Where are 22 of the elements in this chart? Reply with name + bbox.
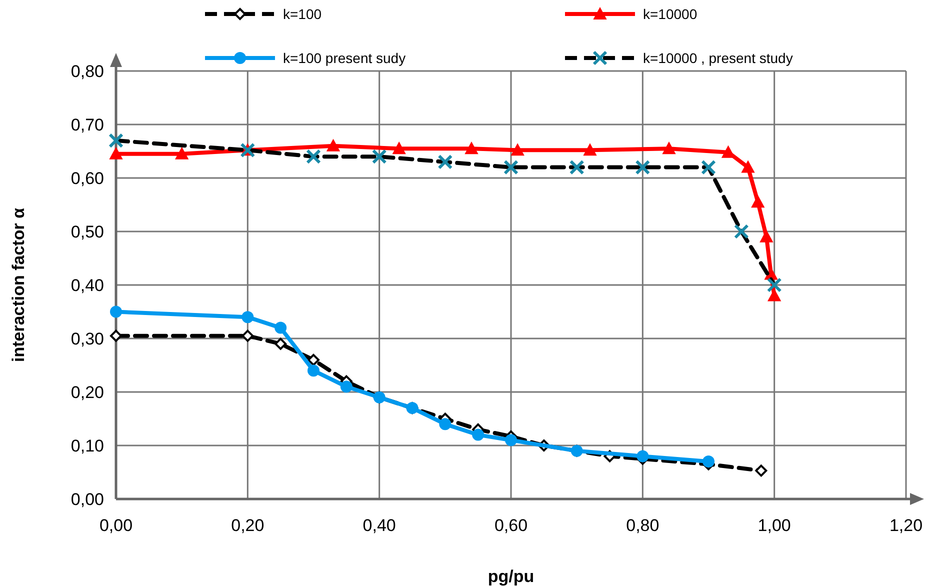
x-tick-label: 0,20 [231, 516, 264, 535]
legend-label: k=100 present sudy [283, 50, 406, 66]
legend-label: k=10000 [643, 6, 698, 22]
x-tick-label: 0,00 [99, 516, 133, 535]
y-tick-label: 0,10 [70, 436, 104, 456]
x-tick-label: 1,00 [758, 516, 791, 535]
y-tick-label: 0,20 [70, 383, 104, 402]
y-tick-label: 0,00 [70, 490, 104, 509]
legend-label: k=10000 , present study [643, 50, 793, 66]
y-tick-label: 0,70 [70, 116, 104, 134]
x-tick-label: 0,80 [626, 516, 660, 535]
legend-label: k=100 [283, 6, 322, 22]
y-tick-label: 0,30 [70, 330, 104, 348]
y-tick-label: 0,40 [70, 276, 104, 295]
y-tick-label: 0,50 [70, 222, 104, 242]
y-tick-label: 0,60 [70, 169, 104, 188]
x-tick-label: 0,60 [494, 516, 528, 535]
y-axis-title: interaction factor α [9, 207, 28, 362]
y-tick-label: 0,80 [70, 62, 104, 81]
x-axis-title: pg/pu [488, 567, 534, 586]
x-tick-label: 1,20 [889, 516, 923, 535]
x-tick-label: 0,40 [362, 516, 396, 535]
